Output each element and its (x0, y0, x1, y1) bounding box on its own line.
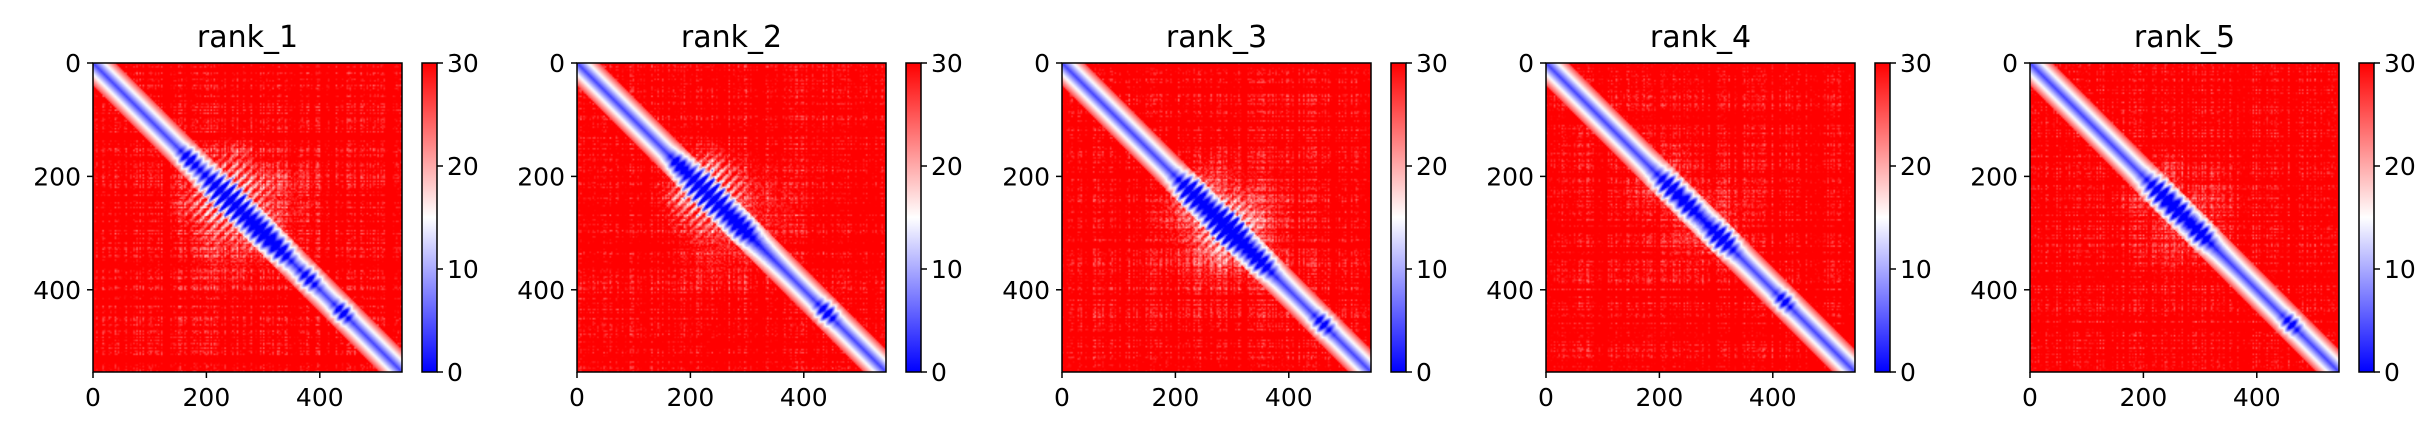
colorbar-tick-label: 30 (1900, 49, 1932, 78)
heatmap-image (2030, 63, 2339, 372)
axes-frame (1061, 62, 1372, 373)
y-tick-label: 400 (517, 276, 565, 305)
x-tick-label: 200 (183, 383, 231, 412)
x-tick-label: 200 (1636, 383, 1684, 412)
panel-title: rank_2 (681, 20, 782, 55)
panel-title: rank_1 (197, 20, 298, 55)
heatmap-panel-2: rank_2 0 200 400 0 200 400 0 10 20 30 (517, 20, 963, 412)
x-tick-label: 0 (1538, 383, 1554, 412)
colorbar-tick-label: 0 (447, 358, 463, 387)
x-tick-label: 0 (1054, 383, 1070, 412)
colorbar-tick-label: 0 (2384, 358, 2400, 387)
heatmap-image (1546, 63, 1855, 372)
x-tick-label: 0 (85, 383, 101, 412)
colorbar-tick-label: 10 (2384, 255, 2416, 284)
colorbar-tick-label: 20 (1900, 152, 1932, 181)
x-tick-label: 200 (2120, 383, 2168, 412)
colorbar (2358, 62, 2375, 373)
y-tick-label: 0 (549, 49, 565, 78)
heatmap-panel-4: rank_4 0 200 400 0 200 400 0 10 20 30 (1486, 20, 1932, 412)
y-tick-label: 400 (33, 276, 81, 305)
y-tick-label: 0 (1518, 49, 1534, 78)
y-tick-label: 400 (1486, 276, 1534, 305)
colorbar-tick-label: 20 (447, 152, 479, 181)
colorbar-tick-label: 30 (447, 49, 479, 78)
colorbar-tick-label: 0 (1900, 358, 1916, 387)
heatmap-panel-1: rank_1 0 200 400 0 200 400 0 10 20 30 (33, 20, 479, 412)
y-tick-label: 200 (33, 162, 81, 191)
axes-frame (576, 62, 887, 373)
x-tick-label: 0 (2022, 383, 2038, 412)
colorbar-tick-label: 0 (931, 358, 947, 387)
colorbar-tick-label: 10 (447, 255, 479, 284)
colorbar-tick-label: 10 (1900, 255, 1932, 284)
colorbar-tick-label: 20 (931, 152, 963, 181)
y-tick-label: 200 (1486, 162, 1534, 191)
heatmap-image (93, 63, 402, 372)
y-tick-label: 0 (2002, 49, 2018, 78)
heatmap-image (577, 63, 886, 372)
heatmap-image (1062, 63, 1371, 372)
colorbar-tick-label: 20 (1416, 152, 1448, 181)
colorbar (1390, 62, 1407, 373)
y-tick-label: 400 (1970, 276, 2018, 305)
colorbar-tick-label: 30 (1416, 49, 1448, 78)
colorbar-tick-label: 20 (2384, 152, 2416, 181)
y-tick-label: 200 (517, 162, 565, 191)
x-tick-label: 400 (780, 383, 828, 412)
colorbar (1874, 62, 1891, 373)
x-tick-label: 400 (2233, 383, 2281, 412)
panel-title: rank_3 (1166, 20, 1267, 55)
y-tick-label: 400 (1002, 276, 1050, 305)
y-tick-label: 200 (1970, 162, 2018, 191)
axes-frame (2029, 62, 2340, 373)
colorbar-tick-label: 10 (931, 255, 963, 284)
colorbar (905, 62, 922, 373)
colorbar (421, 62, 438, 373)
y-tick-label: 0 (1034, 49, 1050, 78)
colorbar-tick-label: 30 (931, 49, 963, 78)
x-tick-label: 400 (296, 383, 344, 412)
heatmap-panel-3: rank_3 0 200 400 0 200 400 0 10 20 30 (1002, 20, 1448, 412)
panel-title: rank_5 (2134, 20, 2235, 55)
y-tick-label: 0 (65, 49, 81, 78)
colorbar-tick-label: 30 (2384, 49, 2416, 78)
colorbar-tick-label: 10 (1416, 255, 1448, 284)
x-tick-label: 0 (569, 383, 585, 412)
x-tick-label: 200 (667, 383, 715, 412)
x-tick-label: 400 (1265, 383, 1313, 412)
axes-frame (92, 62, 403, 373)
y-tick-label: 200 (1002, 162, 1050, 191)
heatmap-panel-5: rank_5 0 200 400 0 200 400 0 10 20 30 (1970, 20, 2416, 412)
colorbar-tick-label: 0 (1416, 358, 1432, 387)
panel-title: rank_4 (1650, 20, 1751, 55)
x-tick-label: 200 (1152, 383, 1200, 412)
axes-frame (1545, 62, 1856, 373)
x-tick-label: 400 (1749, 383, 1797, 412)
